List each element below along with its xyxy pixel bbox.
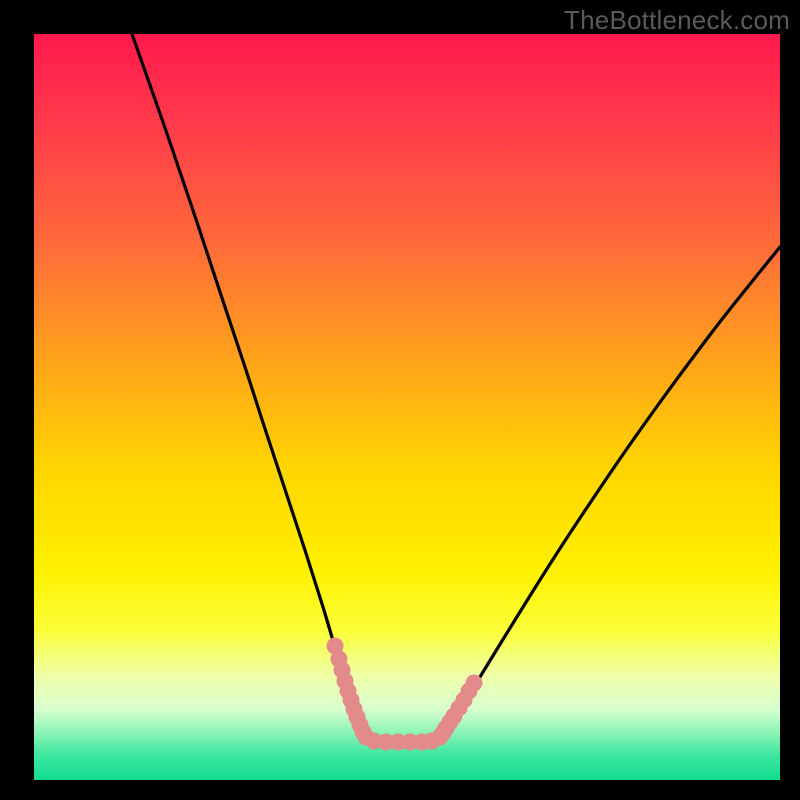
curve-segment <box>132 34 364 737</box>
chart-stage: TheBottleneck.com <box>0 0 800 800</box>
curve-segment <box>440 247 780 737</box>
watermark-text: TheBottleneck.com <box>564 5 790 36</box>
curve-marker <box>466 675 483 692</box>
bottleneck-curve <box>34 34 780 780</box>
plot-area <box>34 34 780 780</box>
